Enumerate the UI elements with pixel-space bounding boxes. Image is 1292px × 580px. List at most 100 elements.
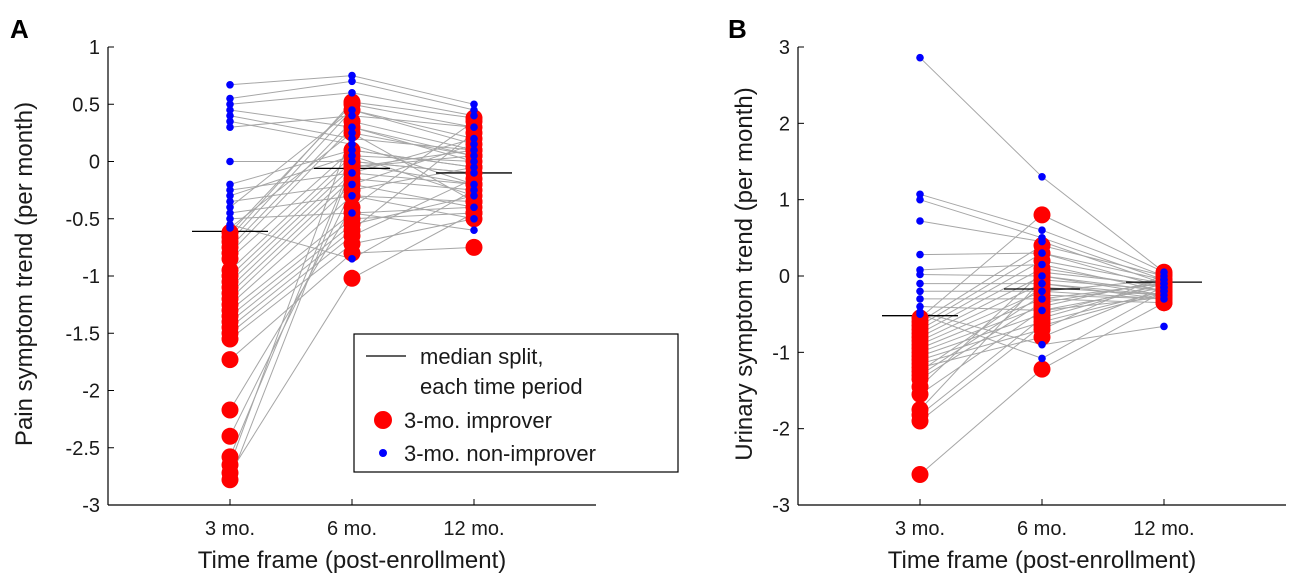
- improver-point: [343, 269, 361, 287]
- non-improver-point: [348, 152, 356, 160]
- non-improver-point: [916, 250, 924, 259]
- x-tick-label: 6 mo.: [327, 518, 377, 540]
- non-improver-point: [348, 157, 356, 166]
- non-improver-point: [470, 226, 478, 234]
- improver-point: [1155, 294, 1173, 312]
- y-tick-label: 1: [89, 37, 100, 59]
- non-improver-point: [348, 134, 356, 143]
- x-tick-label: 3 mo.: [895, 518, 945, 540]
- non-improver-point: [916, 310, 924, 319]
- x-tick-label: 12 mo.: [443, 518, 504, 540]
- improver-point: [343, 181, 361, 199]
- panel-a-letter: A: [10, 14, 29, 44]
- non-improver-point: [348, 77, 356, 86]
- x-tick-label: 12 mo.: [1133, 518, 1194, 540]
- non-improver-point: [226, 111, 234, 120]
- non-improver-point: [348, 169, 356, 177]
- non-improver-point: [1160, 322, 1168, 331]
- improver-point: [221, 330, 239, 348]
- improver-point: [1033, 360, 1051, 378]
- non-improver-point: [348, 123, 356, 131]
- non-improver-point: [470, 180, 478, 189]
- non-improver-point: [916, 217, 924, 225]
- non-improver-point: [470, 203, 478, 212]
- non-improver-point: [916, 295, 924, 303]
- non-improver-point: [1038, 249, 1046, 257]
- improver-point: [465, 204, 483, 222]
- legend-non-improver-swatch: [379, 449, 387, 457]
- non-improver-point: [1038, 279, 1046, 288]
- legend-non-improver-label: 3-mo. non-improver: [404, 441, 596, 466]
- improver-point: [221, 401, 239, 419]
- y-tick-label: 2: [779, 113, 790, 135]
- improver-point: [911, 466, 929, 483]
- improver-point: [465, 238, 483, 256]
- non-improver-point: [348, 209, 356, 217]
- non-improver-point: [1038, 340, 1046, 349]
- non-improver-point: [916, 53, 924, 62]
- non-improver-point: [226, 123, 234, 131]
- y-tick-label: 3: [779, 37, 790, 59]
- non-improver-point: [226, 106, 234, 114]
- non-improver-point: [348, 89, 356, 97]
- non-improver-point: [916, 195, 924, 204]
- improver-point: [343, 158, 361, 176]
- legend: median split, each time period 3-mo. imp…: [353, 333, 679, 473]
- improver-point: [911, 412, 929, 430]
- non-improver-point: [470, 140, 478, 149]
- non-improver-point: [348, 192, 356, 200]
- non-improver-point: [348, 140, 356, 149]
- non-improver-point: [470, 152, 478, 160]
- non-improver-point: [226, 192, 234, 200]
- panel-a: A 1 0.5 0 -0.5 -1 -1.5 -2 -2.5 -3 3 mo. 6 mo. 12 mo…: [10, 14, 679, 574]
- y-tick-label: -1.5: [66, 323, 100, 345]
- non-improver-point: [470, 106, 478, 114]
- non-improver-point: [348, 111, 356, 120]
- non-improver-point: [1038, 237, 1046, 246]
- panel-b-points: [911, 53, 1173, 483]
- non-improver-point: [916, 302, 924, 311]
- y-tick-label: -2.5: [66, 438, 100, 460]
- non-improver-point: [348, 180, 356, 189]
- panel-a-y-axis-label: Pain symptom trend (per month): [11, 102, 38, 446]
- improver-point: [343, 198, 361, 216]
- panel-b-letter: B: [728, 14, 747, 44]
- non-improver-point: [470, 163, 478, 171]
- y-tick-label: 0: [89, 152, 100, 174]
- legend-improver-swatch: [374, 411, 392, 429]
- non-improver-point: [348, 106, 356, 114]
- non-improver-point: [470, 157, 478, 166]
- panel-a-axes: 1 0.5 0 -0.5 -1 -1.5 -2 -2.5 -3 3 mo. 6 mo. 12 mo.: [66, 37, 596, 540]
- non-improver-point: [1038, 226, 1046, 234]
- legend-median-label-1: median split,: [420, 344, 544, 369]
- non-improver-point: [470, 111, 478, 120]
- non-improver-point: [916, 270, 924, 279]
- non-improver-point: [1038, 173, 1046, 181]
- improver-point: [465, 112, 483, 130]
- non-improver-point: [226, 224, 234, 232]
- non-improver-point: [470, 192, 478, 200]
- non-improver-point: [1038, 272, 1046, 280]
- non-improver-point: [470, 169, 478, 177]
- non-improver-point: [1160, 287, 1168, 296]
- non-improver-point: [916, 279, 924, 288]
- non-improver-point: [1038, 295, 1046, 303]
- non-improver-point: [226, 203, 234, 212]
- y-tick-label: 0: [779, 266, 790, 288]
- non-improver-point: [1038, 306, 1046, 315]
- non-improver-point: [226, 186, 234, 194]
- panel-b: B 3 2 1 0 -1 -2 -3 3 mo. 6 mo. 12 mo. Time frame …: [728, 14, 1286, 574]
- non-improver-point: [470, 146, 478, 154]
- non-improver-point: [470, 215, 478, 223]
- legend-improver-label: 3-mo. improver: [404, 408, 552, 433]
- improver-point: [343, 244, 361, 262]
- improver-point: [221, 351, 239, 369]
- improver-point: [1033, 317, 1051, 335]
- x-tick-label: 3 mo.: [205, 518, 255, 540]
- panel-b-axes: 3 2 1 0 -1 -2 -3 3 mo. 6 mo. 12 mo.: [772, 37, 1286, 540]
- y-tick-label: -3: [82, 495, 100, 517]
- non-improver-point: [470, 100, 478, 109]
- x-tick-label: 6 mo.: [1017, 518, 1067, 540]
- improver-point: [221, 471, 239, 489]
